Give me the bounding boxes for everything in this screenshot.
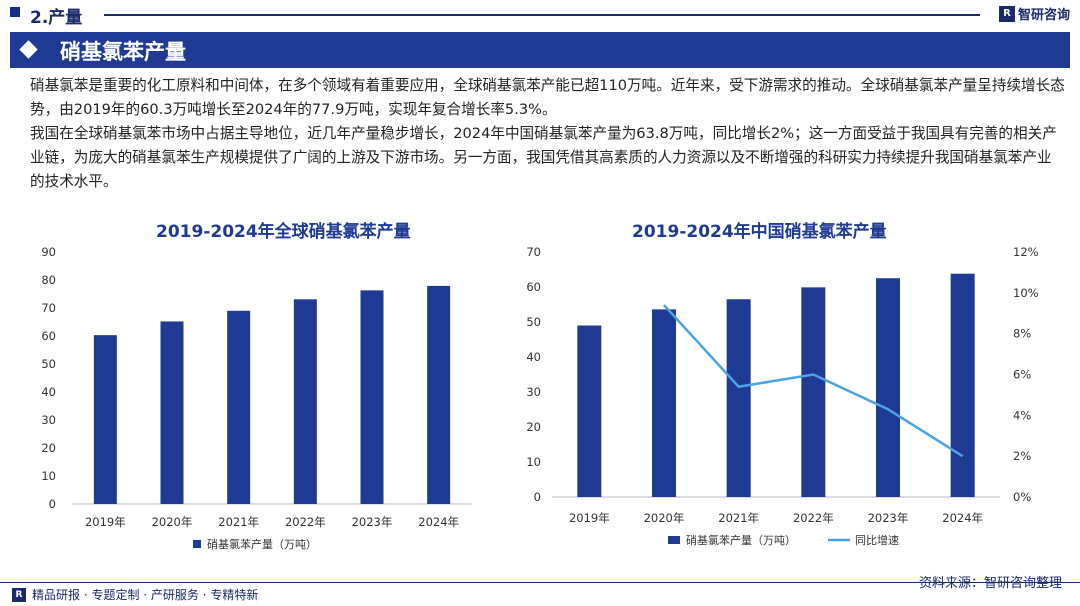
footer-links-text: 精品研报 · 专题定制 · 产研服务 · 专精特新: [32, 588, 259, 602]
china-legend-bar-swatch: [668, 536, 680, 544]
global-y-tick-label: 50: [41, 357, 56, 371]
global-y-tick-label: 20: [41, 441, 56, 455]
global-y-tick-label: 0: [49, 497, 56, 511]
china-y2-tick-label: 12%: [1013, 245, 1039, 259]
china-y-tick-label: 40: [526, 350, 541, 364]
footer-links: R 精品研报 · 专题定制 · 产研服务 · 专精特新: [12, 586, 258, 603]
intro-paragraph-1: 硝基氯苯是重要的化工原料和中间体，在多个领域有着重要应用，全球硝基氯苯产能已超1…: [30, 77, 1065, 118]
china-x-tick-label: 2021年: [718, 511, 759, 525]
global-bar-2: [227, 310, 251, 504]
china-x-tick-label: 2022年: [793, 511, 834, 525]
china-y2-tick-label: 8%: [1013, 327, 1031, 341]
brand: R 智研咨询: [998, 4, 1070, 23]
section-marker-icon: [10, 7, 20, 17]
china-legend-line-label: 同比增速: [855, 533, 899, 547]
global-x-tick-label: 2024年: [418, 515, 459, 529]
global-y-tick-label: 30: [41, 413, 56, 427]
global-y-tick-label: 90: [41, 245, 56, 259]
global-y-tick-label: 40: [41, 385, 56, 399]
banner-title: 硝基氯苯产量: [60, 40, 186, 64]
top-bar: 2.产量 R 智研咨询: [0, 0, 1080, 28]
global-x-tick-label: 2019年: [85, 515, 126, 529]
china-bar-0: [577, 325, 602, 497]
intro-paragraph-2: 我国在全球硝基氯苯市场中占据主导地位，近几年产量稳步增长，2024年中国硝基氯苯…: [30, 125, 1057, 190]
brand-name: 智研咨询: [1017, 8, 1070, 23]
title-banner: 硝基氯苯产量: [10, 32, 1070, 68]
global-x-tick-label: 2023年: [352, 515, 393, 529]
china-bar-2: [726, 299, 751, 497]
header-divider: [104, 14, 980, 16]
chart-title-global: 2019-2024年全球硝基氯苯产量: [156, 222, 411, 242]
china-bar-5: [950, 273, 975, 497]
china-y-tick-label: 60: [526, 280, 541, 294]
global-y-tick-label: 60: [41, 329, 56, 343]
china-x-tick-label: 2024年: [942, 511, 983, 525]
section-title: 2.产量: [30, 8, 83, 28]
china-y2-tick-label: 6%: [1013, 368, 1031, 382]
global-y-tick-label: 80: [41, 273, 56, 287]
china-x-tick-label: 2023年: [868, 511, 909, 525]
china-y2-tick-label: 10%: [1013, 286, 1039, 300]
china-bar-1: [652, 309, 676, 497]
china-y2-tick-label: 0%: [1013, 490, 1031, 504]
global-x-tick-label: 2020年: [152, 515, 193, 529]
global-bar-4: [360, 290, 384, 504]
china-bar-4: [876, 278, 900, 497]
china-y2-tick-label: 4%: [1013, 408, 1031, 422]
global-y-tick-label: 70: [41, 301, 56, 315]
china-y-tick-label: 10: [526, 455, 541, 469]
global-y-tick-label: 10: [41, 469, 56, 483]
china-y-tick-label: 70: [526, 245, 541, 259]
global-x-tick-label: 2021年: [218, 515, 259, 529]
chart-title-china: 2019-2024年中国硝基氯苯产量: [632, 222, 887, 242]
china-x-tick-label: 2019年: [569, 511, 610, 525]
global-bar-5: [427, 285, 451, 504]
intro-text: 硝基氯苯是重要的化工原料和中间体，在多个领域有着重要应用，全球硝基氯苯产能已超1…: [30, 74, 1065, 194]
footer-divider: [0, 582, 1080, 583]
china-legend-bar-label: 硝基氯苯产量（万吨）: [686, 533, 796, 547]
china-y-tick-label: 0: [534, 490, 541, 504]
footer-logo-icon: R: [12, 587, 26, 602]
global-bar-1: [160, 321, 184, 504]
source-note: 资料来源：智研咨询整理: [918, 576, 1062, 591]
global-legend-swatch: [193, 540, 201, 548]
global-bar-3: [293, 299, 317, 504]
china-y-tick-label: 50: [526, 315, 541, 329]
china-x-tick-label: 2020年: [644, 511, 685, 525]
brand-logo-icon: R: [998, 5, 1015, 22]
global-bar-0: [93, 335, 117, 504]
global-legend-label: 硝基氯苯产量（万吨）: [207, 537, 317, 551]
china-y-tick-label: 30: [526, 385, 541, 399]
china-growth-line: [663, 304, 964, 458]
china-y2-tick-label: 2%: [1013, 449, 1031, 463]
china-y-tick-label: 20: [526, 420, 541, 434]
global-x-tick-label: 2022年: [285, 515, 326, 529]
china-bar-3: [801, 287, 826, 497]
